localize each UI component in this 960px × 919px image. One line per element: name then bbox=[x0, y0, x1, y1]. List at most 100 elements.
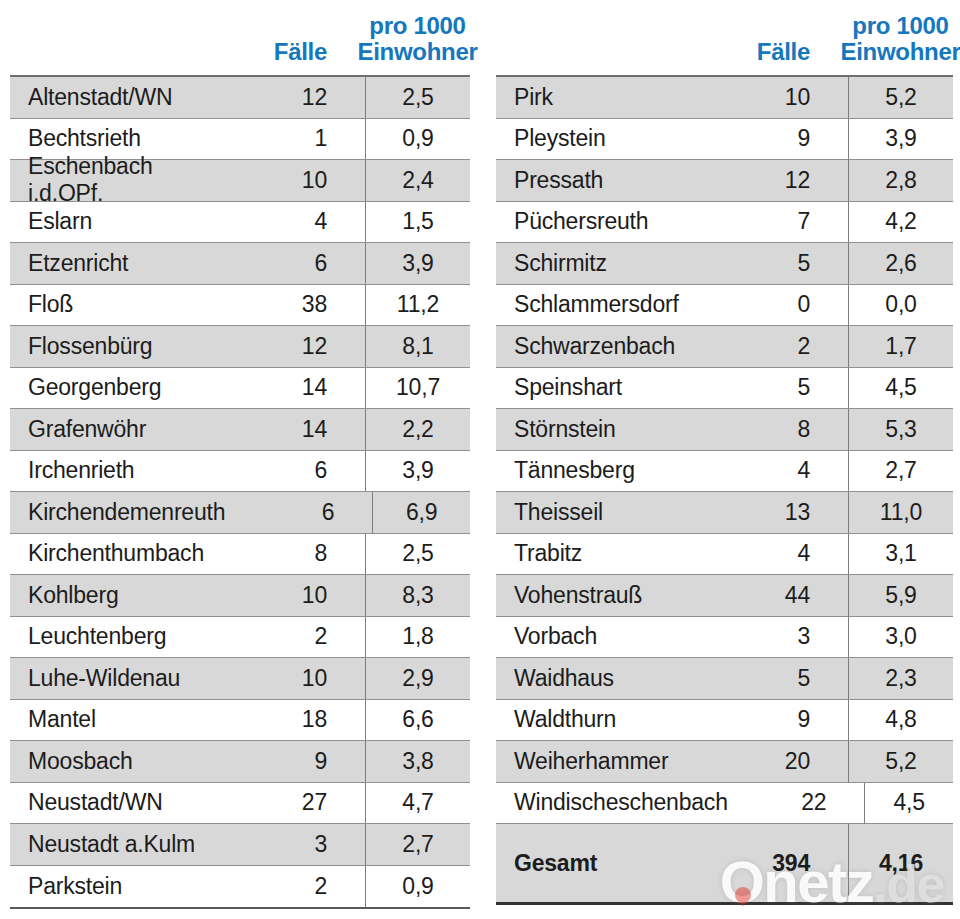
table-row: Parkstein20,9 bbox=[10, 866, 470, 908]
municipality-name: Pressath bbox=[496, 160, 693, 201]
table-row: Flossenbürg128,1 bbox=[10, 326, 470, 368]
table-row: Windischeschenbach224,5 bbox=[496, 783, 953, 825]
column-header-rate-line1: pro 1000 bbox=[841, 13, 960, 39]
table-left-rows: Altenstadt/WN122,5Bechtsrieth10,9Eschenb… bbox=[10, 75, 470, 909]
table-row: Kirchendemenreuth66,9 bbox=[10, 492, 470, 534]
cases-value: 38 bbox=[210, 285, 365, 326]
table-row: Leuchtenberg21,8 bbox=[10, 617, 470, 659]
rate-value: 2,7 bbox=[848, 451, 953, 492]
cases-value: 2 bbox=[210, 866, 365, 908]
column-header-rate-line1: pro 1000 bbox=[358, 13, 478, 39]
municipality-name: Eschenbach i.d.OPf. bbox=[10, 160, 210, 201]
rate-value: 1,7 bbox=[848, 326, 953, 367]
cases-value: 14 bbox=[210, 409, 365, 450]
municipality-name: Pirk bbox=[496, 77, 693, 118]
cases-value: 3 bbox=[210, 824, 365, 865]
municipality-name: Windischeschenbach bbox=[496, 783, 728, 824]
municipality-name: Speinshart bbox=[496, 368, 693, 409]
cases-value: 5 bbox=[693, 368, 848, 409]
cases-value: 10 bbox=[693, 77, 848, 118]
municipality-name: Grafenwöhr bbox=[10, 409, 210, 450]
cases-value: 18 bbox=[210, 700, 365, 741]
total-label: Gesamt bbox=[496, 824, 693, 902]
rate-value: 4,5 bbox=[864, 783, 953, 824]
rate-value: 2,6 bbox=[848, 243, 953, 284]
table-row: Waidhaus52,3 bbox=[496, 658, 953, 700]
municipality-name: Kirchendemenreuth bbox=[10, 492, 225, 533]
rate-value: 5,3 bbox=[848, 409, 953, 450]
rate-value: 5,9 bbox=[848, 575, 953, 616]
column-header-cases: Fälle bbox=[210, 39, 365, 65]
table-row: Neustadt a.Kulm32,7 bbox=[10, 824, 470, 866]
column-header-rate: pro 1000 Einwohner bbox=[365, 13, 470, 65]
table-row: Vorbach33,0 bbox=[496, 617, 953, 659]
municipality-name: Irchenrieth bbox=[10, 451, 210, 492]
rate-value: 2,5 bbox=[365, 534, 470, 575]
municipality-name: Neustadt a.Kulm bbox=[10, 824, 210, 865]
municipality-name: Kirchenthumbach bbox=[10, 534, 210, 575]
rate-value: 0,9 bbox=[365, 866, 470, 908]
municipality-name: Eslarn bbox=[10, 202, 210, 243]
cases-value: 8 bbox=[210, 534, 365, 575]
table-row: Weiherhammer205,2 bbox=[496, 741, 953, 783]
table-row: Moosbach93,8 bbox=[10, 741, 470, 783]
table-right: Fälle pro 1000 Einwohner Pirk105,2Pleyst… bbox=[496, 0, 953, 909]
rate-value: 3,9 bbox=[365, 451, 470, 492]
rate-value: 2,4 bbox=[365, 160, 470, 201]
onetz-suffix: .de bbox=[873, 855, 944, 913]
rate-value: 11,2 bbox=[365, 285, 470, 326]
table-row: Eschenbach i.d.OPf.102,4 bbox=[10, 160, 470, 202]
municipality-name: Neustadt/WN bbox=[10, 783, 210, 824]
cases-value: 8 bbox=[693, 409, 848, 450]
table-row: Theisseil1311,0 bbox=[496, 492, 953, 534]
onetz-watermark: O netz.de bbox=[720, 848, 944, 915]
rate-value: 1,5 bbox=[365, 202, 470, 243]
rate-value: 3,1 bbox=[848, 534, 953, 575]
rate-value: 8,3 bbox=[365, 575, 470, 616]
municipality-name: Altenstadt/WN bbox=[10, 77, 210, 118]
cases-value: 2 bbox=[693, 326, 848, 367]
cases-value: 10 bbox=[210, 160, 365, 201]
cases-value: 1 bbox=[210, 119, 365, 160]
municipality-name: Trabitz bbox=[496, 534, 693, 575]
table-row: Tännesberg42,7 bbox=[496, 451, 953, 493]
municipality-name: Luhe-Wildenau bbox=[10, 658, 210, 699]
municipality-name: Flossenbürg bbox=[10, 326, 210, 367]
table-row: Pleystein93,9 bbox=[496, 119, 953, 161]
tables-layout: Fälle pro 1000 Einwohner Altenstadt/WN12… bbox=[10, 0, 953, 909]
table-row: Kohlberg108,3 bbox=[10, 575, 470, 617]
rate-value: 3,0 bbox=[848, 617, 953, 658]
municipality-name: Floß bbox=[10, 285, 210, 326]
cases-value: 2 bbox=[210, 617, 365, 658]
municipality-name: Tännesberg bbox=[496, 451, 693, 492]
rate-value: 3,9 bbox=[848, 119, 953, 160]
table-row: Störnstein85,3 bbox=[496, 409, 953, 451]
municipality-name: Schirmitz bbox=[496, 243, 693, 284]
column-header-rate-line2: Einwohner bbox=[358, 39, 478, 65]
cases-value: 6 bbox=[225, 492, 372, 533]
cases-value: 14 bbox=[210, 368, 365, 409]
rate-value: 6,6 bbox=[365, 700, 470, 741]
table-row: Georgenberg1410,7 bbox=[10, 368, 470, 410]
municipality-name: Vorbach bbox=[496, 617, 693, 658]
rate-value: 2,3 bbox=[848, 658, 953, 699]
municipality-name: Theisseil bbox=[496, 492, 693, 533]
rate-value: 4,7 bbox=[365, 783, 470, 824]
onetz-brand-text: netz bbox=[763, 849, 873, 914]
municipality-name: Schwarzenbach bbox=[496, 326, 693, 367]
cases-value: 13 bbox=[693, 492, 848, 533]
rate-value: 2,9 bbox=[365, 658, 470, 699]
table-row: Neustadt/WN274,7 bbox=[10, 783, 470, 825]
cases-value: 12 bbox=[693, 160, 848, 201]
cases-value: 27 bbox=[210, 783, 365, 824]
table-row: Luhe-Wildenau102,9 bbox=[10, 658, 470, 700]
municipality-name: Georgenberg bbox=[10, 368, 210, 409]
table-left-header: Fälle pro 1000 Einwohner bbox=[10, 0, 470, 75]
table-row: Altenstadt/WN122,5 bbox=[10, 77, 470, 119]
column-header-rate: pro 1000 Einwohner bbox=[848, 13, 953, 65]
table-row: Waldthurn94,8 bbox=[496, 700, 953, 742]
cases-value: 0 bbox=[693, 285, 848, 326]
rate-value: 4,8 bbox=[848, 700, 953, 741]
table-row: Pressath122,8 bbox=[496, 160, 953, 202]
table-row: Mantel186,6 bbox=[10, 700, 470, 742]
